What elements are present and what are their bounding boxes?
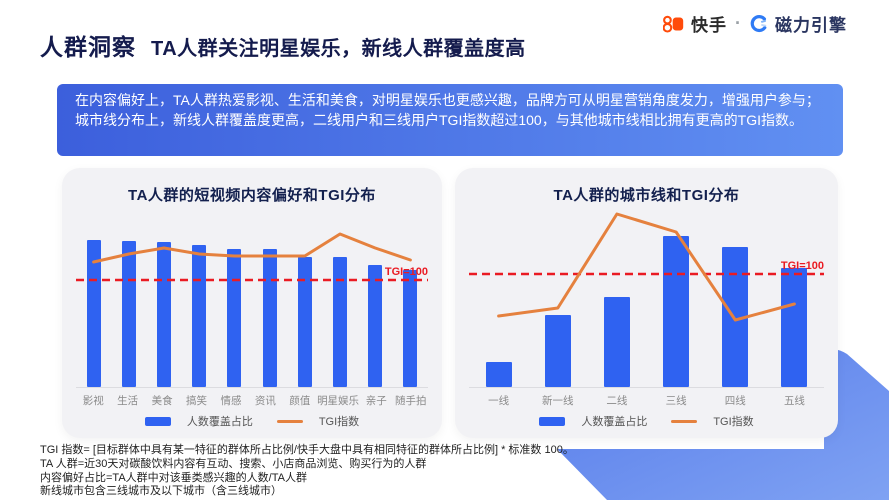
bar-column: [469, 225, 528, 387]
charts-row: TA人群的短视频内容偏好和TGI分布 影视 生活 美食 搞笑 情感 资讯 颜值 明星娱乐 亲子随…: [62, 168, 838, 438]
legend-line-label: TGI指数: [318, 416, 360, 428]
bar-搞笑: [192, 245, 207, 387]
bar-column: [358, 225, 393, 387]
chart-title: TA人群的短视频内容偏好和TGI分布: [128, 187, 376, 204]
bar-资讯: [262, 249, 277, 387]
bar-五线: [781, 268, 808, 387]
footnotes: TGI 指数= [目标群体中具有某一特征的群体所占比例/快手大盘中具有相同特征的…: [40, 444, 574, 499]
chart-title: TA人群的城市线和TGI分布: [553, 187, 740, 204]
bar-column: [76, 225, 111, 387]
kuaishou-wordmark: 快手: [691, 16, 727, 35]
x-axis-labels: 影视 生活 美食 搞笑 情感 资讯 颜值 明星娱乐 亲子 随手拍: [76, 393, 428, 408]
page-header: 人群洞察 TA人群关注明星娱乐，新线人群覆盖度高: [40, 28, 526, 62]
footnote-line-3: 内容偏好占比=TA人群中对该垂类感兴趣的人数/TA人群: [40, 471, 307, 484]
chart-legend: 人数覆盖占比 TGI指数: [62, 413, 442, 429]
x-label-影视: 影视: [82, 395, 104, 407]
brand-logos: 快手 · 磁力引擎: [663, 11, 847, 36]
bar-新一线: [544, 315, 571, 387]
bar-column: [146, 225, 181, 387]
bar-颜值: [297, 256, 312, 387]
legend-line-swatch: [276, 419, 303, 423]
bar-series: [76, 225, 428, 388]
legend-line-swatch: [671, 419, 698, 423]
tgi-reference-label: TGI=100: [384, 266, 428, 278]
bar-column: [765, 225, 824, 387]
bar-四线: [722, 246, 749, 387]
bar-column: [322, 225, 357, 387]
x-label-颜值: 颜值: [289, 395, 311, 407]
section-title: 人群洞察: [40, 34, 136, 60]
footnote-line-4: 新线城市包含三线城市及以下城市（含三线城市）: [40, 485, 282, 498]
bar-column: [252, 225, 287, 387]
bar-column: [182, 225, 217, 387]
x-label-随手拍: 随手拍: [394, 395, 427, 407]
summary-callout: 在内容偏好上，TA人群热爱影视、生活和美食，对明星娱乐也更感兴趣，品牌方可从明星…: [57, 84, 843, 156]
x-label-一线: 一线: [488, 395, 510, 407]
bar-column: [647, 225, 706, 387]
bar-随手拍: [403, 270, 418, 387]
chart-legend: 人数覆盖占比 TGI指数: [455, 413, 838, 429]
x-label-二线: 二线: [606, 395, 628, 407]
bar-二线: [603, 297, 630, 387]
bar-column: [587, 225, 646, 387]
bar-情感: [227, 249, 242, 387]
x-label-明星娱乐: 明星娱乐: [317, 395, 360, 407]
x-label-亲子: 亲子: [365, 395, 387, 407]
bar-美食: [157, 242, 171, 387]
bar-column: [111, 225, 146, 387]
bar-column: [528, 225, 587, 387]
headline: TA人群关注明星娱乐，新线人群覆盖度高: [151, 38, 526, 60]
magnetic-engine-icon: [750, 15, 767, 33]
bar-亲子: [368, 264, 383, 387]
x-label-四线: 四线: [724, 395, 746, 407]
kuaishou-icon: [663, 15, 684, 33]
legend-bar-label: 人数覆盖占比: [186, 416, 253, 428]
legend-line-label: TGI指数: [713, 416, 754, 428]
legend-bar-label: 人数覆盖占比: [581, 416, 648, 428]
brand-separator: ·: [735, 13, 741, 33]
legend-bar-swatch: [539, 416, 566, 426]
footnote-line-1: TGI 指数= [目标群体中具有某一特征的群体所占比例/快手大盘中具有相同特征的…: [40, 444, 574, 456]
bar-一线: [485, 361, 512, 387]
x-label-新一线: 新一线: [542, 395, 574, 407]
footnote-line-2: TA 人群=近30天对碳酸饮料内容有互动、搜索、小店商品浏览、购买行为的人群: [40, 457, 427, 470]
x-label-三线: 三线: [665, 395, 687, 407]
city-tier-chart-card: TA人群的城市线和TGI分布 一线 新一线 二线 三线 四线 五线 TGI=100 人数覆…: [455, 168, 838, 438]
bar-明星娱乐: [333, 256, 348, 387]
legend-bar-swatch: [144, 416, 171, 426]
bar-column: [217, 225, 252, 387]
x-label-美食: 美食: [151, 395, 173, 407]
bar-影视: [86, 240, 101, 387]
x-axis-labels: 一线 新一线 二线 三线 四线 五线: [469, 393, 824, 408]
magnetic-engine-wordmark: 磁力引擎: [775, 16, 847, 35]
tgi-reference-label: TGI=100: [780, 260, 824, 272]
bar-column: [287, 225, 322, 387]
bar-column: [393, 225, 428, 387]
x-label-资讯: 资讯: [254, 395, 276, 407]
bar-三线: [663, 235, 690, 387]
x-label-生活: 生活: [117, 395, 139, 407]
bar-生活: [121, 241, 136, 387]
bar-column: [706, 225, 765, 387]
x-label-五线: 五线: [783, 395, 805, 407]
x-label-搞笑: 搞笑: [186, 395, 208, 407]
content-preference-chart-card: TA人群的短视频内容偏好和TGI分布 影视 生活 美食 搞笑 情感 资讯 颜值 明星娱乐 亲子随…: [62, 168, 442, 438]
x-label-情感: 情感: [220, 395, 242, 407]
bar-series: [469, 225, 824, 388]
